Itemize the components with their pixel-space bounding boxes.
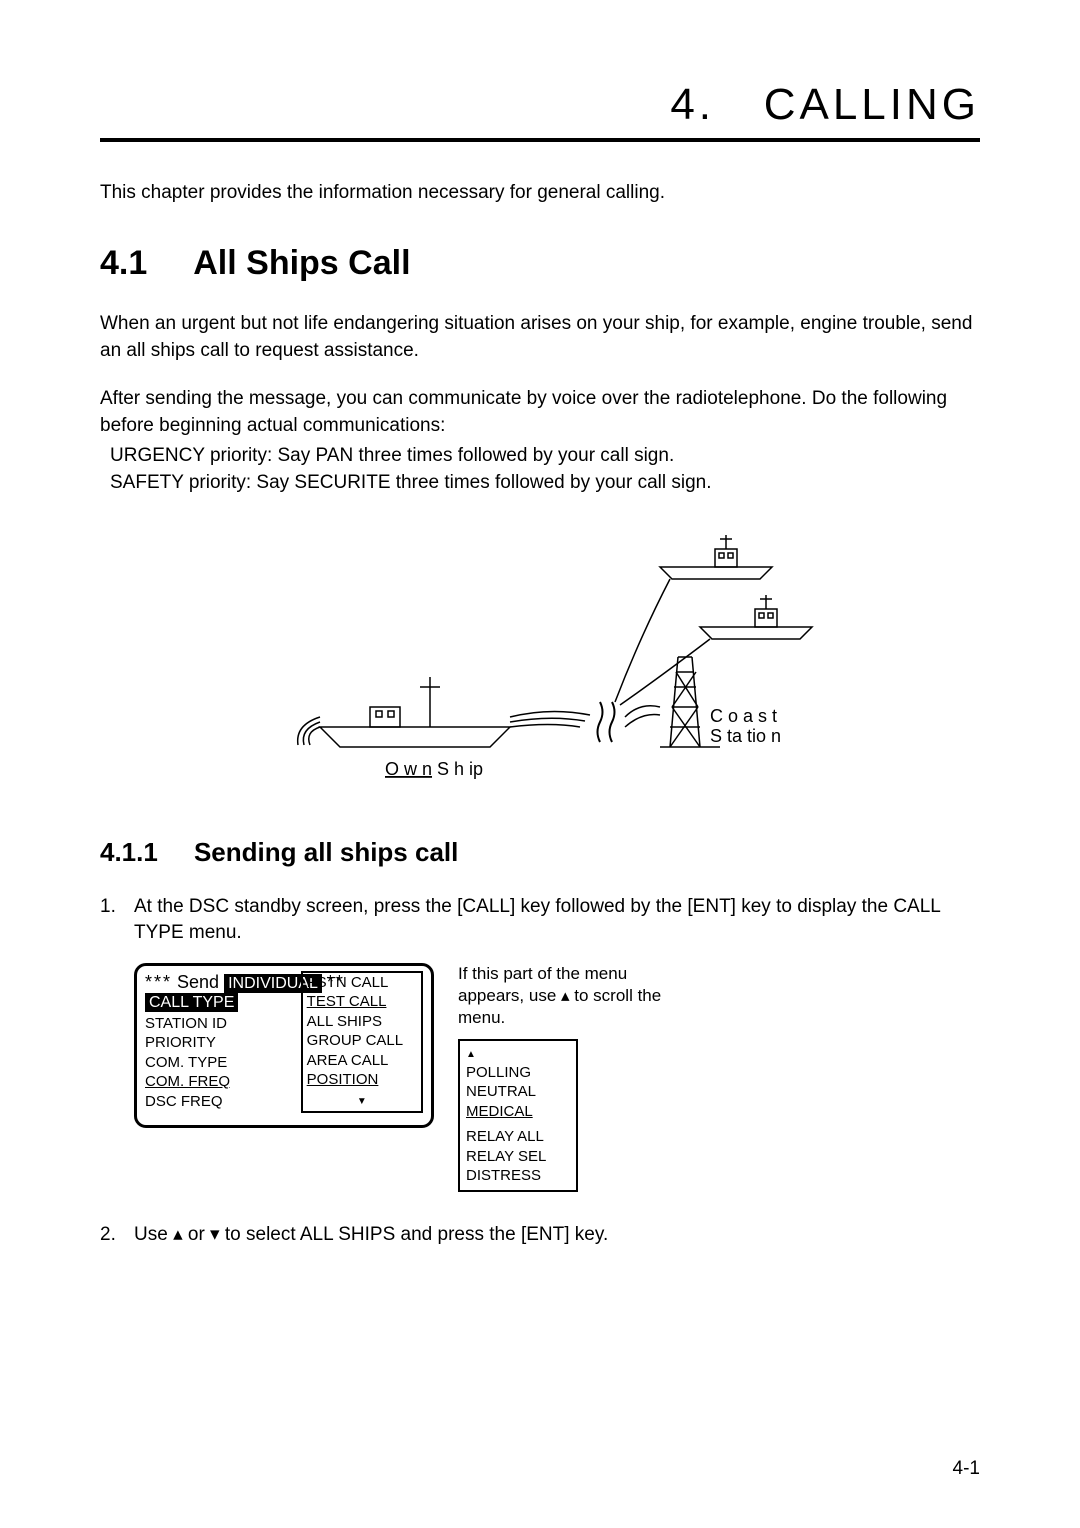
smallbox-item: RELAY ALL [466,1127,570,1147]
divider [100,138,980,142]
station-label: S ta tio n [710,726,781,746]
own-ship-label: O w n S h ip [385,759,483,779]
smallbox-item: RELAY SEL [466,1147,570,1167]
menu-right-item: TEST CALL [307,992,417,1012]
para-2: After sending the message, you can commu… [100,386,980,439]
menu-left-item: COM. TYPE [145,1053,301,1073]
menu-left-column: CALL TYPE STATION ID PRIORITY COM. TYPE … [145,993,301,1114]
subsection-title: Sending all ships call [194,837,458,867]
step-2: 2. Use ▴ or ▾ to select ALL SHIPS and pr… [100,1222,980,1249]
menu-illustration: *** Send INDIVIDUAL ** CALL TYPE STATION… [134,963,980,1192]
stars-left: *** [145,972,172,992]
section-title: All Ships Call [193,244,410,282]
subsection-number: 4.1.1 [100,837,158,867]
call-type-menu-box: *** Send INDIVIDUAL ** CALL TYPE STATION… [134,963,434,1129]
side-note: If this part of the menu appears, use ▴ … [458,963,678,1029]
call-type-label: CALL TYPE [145,993,238,1012]
step-text: Use ▴ or ▾ to select ALL SHIPS and press… [134,1222,608,1249]
menu-right-item: PSTN CALL [307,973,417,993]
smallbox-item: MEDICAL [466,1102,570,1122]
step-number: 1. [100,894,134,947]
urgency-line: URGENCY priority: Say PAN three times fo… [110,443,980,470]
scroll-up-icon: ▲ [466,1043,570,1063]
menu-right-item: POSITION [307,1070,417,1090]
step-number: 2. [100,1222,134,1249]
coast-label: C o a s t [710,706,777,726]
step-1: 1. At the DSC standby screen, press the … [100,894,980,947]
menu-left-item: STATION ID [145,1014,301,1034]
smallbox-item: NEUTRAL [466,1082,570,1102]
menu-right-item: AREA CALL [307,1051,417,1071]
side-column: If this part of the menu appears, use ▴ … [458,963,678,1192]
section-4-1-heading: 4.1 All Ships Call [100,244,980,283]
menu-right-column: PSTN CALL TEST CALL ALL SHIPS GROUP CALL… [301,971,423,1114]
chapter-name: CALLING [764,80,980,129]
scroll-down-icon: ▼ [307,1090,417,1110]
smallbox-item: DISTRESS [466,1166,570,1186]
safety-line: SAFETY priority: Say SECURITE three time… [110,470,980,497]
menu-left-item: DSC FREQ [145,1092,301,1112]
menu-right-item: GROUP CALL [307,1031,417,1051]
smallbox-item: POLLING [466,1063,570,1083]
menu-left-item: PRIORITY [145,1033,301,1053]
para-1: When an urgent but not life endangering … [100,311,980,364]
send-label: Send [177,972,219,992]
chapter-number: 4. [670,80,715,129]
intro-text: This chapter provides the information ne… [100,182,980,204]
menu-left-item: COM. FREQ [145,1072,301,1092]
chapter-title: 4. CALLING [100,80,980,130]
ships-figure: O w n S h ip C o a s t S ta tio n [260,527,820,807]
section-4-1-1-heading: 4.1.1 Sending all ships call [100,837,980,868]
section-number: 4.1 [100,244,147,282]
step-text: At the DSC standby screen, press the [CA… [134,894,980,947]
menu-right-item: ALL SHIPS [307,1012,417,1032]
scroll-menu-box: ▲ POLLING NEUTRAL MEDICAL RELAY ALL RELA… [458,1039,578,1192]
page-number: 4-1 [953,1458,980,1480]
